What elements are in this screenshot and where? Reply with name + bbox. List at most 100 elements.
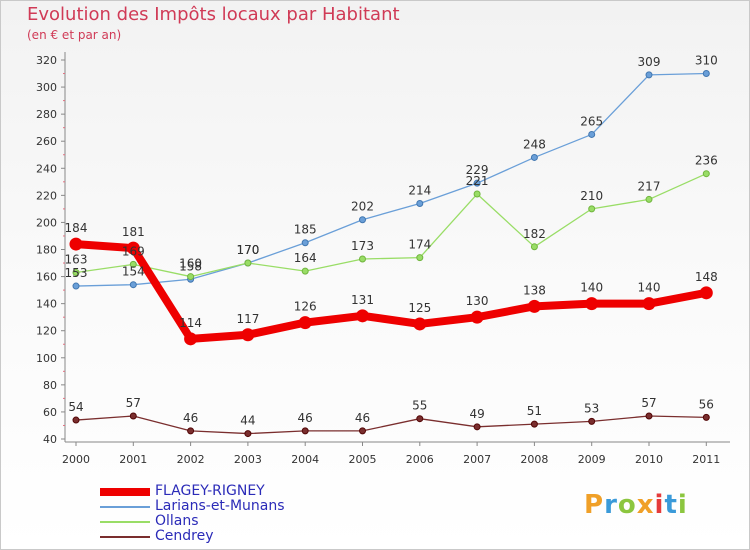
legend-swatch: [100, 536, 150, 538]
legend-swatch: [100, 488, 150, 496]
legend-swatch: [100, 521, 150, 523]
data-point: [699, 286, 713, 300]
x-tick-label: 2008: [520, 453, 548, 466]
data-point: [530, 243, 538, 251]
y-tick-label: 140: [36, 298, 57, 311]
data-label: 221: [466, 174, 489, 188]
data-point: [416, 254, 424, 262]
data-point: [530, 420, 538, 428]
data-label: 164: [294, 251, 317, 265]
legend-label: Cendrey: [155, 528, 214, 544]
y-tick-label: 120: [36, 325, 57, 338]
data-point: [301, 239, 309, 247]
y-tick-label: 300: [36, 81, 57, 94]
data-point: [359, 216, 366, 224]
data-label: 310: [695, 54, 718, 68]
data-label: 174: [408, 238, 431, 252]
data-label: 202: [351, 200, 374, 214]
x-tick-label: 2002: [177, 453, 205, 466]
x-tick-label: 2011: [692, 453, 720, 466]
data-label: 185: [294, 223, 317, 237]
data-point: [588, 205, 596, 213]
legend-label: FLAGEY-RIGNEY: [155, 483, 265, 499]
data-label: 210: [580, 189, 603, 203]
data-label: 117: [236, 312, 259, 326]
data-point: [244, 430, 252, 438]
y-tick-label: 60: [43, 406, 57, 419]
data-point: [645, 71, 653, 79]
x-tick-label: 2003: [234, 453, 262, 466]
data-label: 182: [523, 227, 546, 241]
chart-title: Evolution des Impôts locaux par Habitant: [27, 4, 400, 25]
data-label: 184: [65, 221, 88, 235]
y-tick-label: 160: [36, 271, 57, 284]
data-label: 131: [351, 293, 374, 307]
data-label: 153: [65, 266, 88, 280]
data-label: 125: [408, 301, 431, 315]
data-label: 46: [298, 411, 313, 425]
logo-letter: t: [664, 490, 678, 520]
data-label: 229: [466, 163, 489, 177]
data-label: 49: [469, 407, 484, 421]
data-label: 56: [699, 397, 714, 411]
data-label: 217: [638, 179, 661, 193]
y-tick-label: 260: [36, 135, 57, 148]
data-point: [416, 199, 424, 207]
data-point: [126, 241, 140, 255]
data-label: 44: [240, 414, 255, 428]
series-line-larians-et-munans: [75, 72, 707, 287]
y-tick-label: 220: [36, 189, 57, 202]
data-point: [184, 332, 198, 346]
data-point: [129, 412, 137, 420]
logo-letter: o: [617, 490, 637, 520]
y-tick-label: 320: [36, 54, 57, 67]
data-point: [129, 260, 137, 268]
data-label: 114: [179, 316, 202, 330]
data-point: [416, 415, 424, 423]
data-label: 154: [122, 265, 145, 279]
data-label: 236: [695, 154, 718, 168]
y-tick-label: 280: [36, 108, 57, 121]
data-label: 138: [523, 283, 546, 297]
x-tick-label: 2010: [635, 453, 663, 466]
data-label: 57: [126, 396, 141, 410]
chart-subtitle: (en € et par an): [27, 28, 122, 42]
data-label: 170: [236, 243, 259, 257]
proxiti-logo: Proxiti: [584, 490, 688, 520]
x-tick-label: 2001: [119, 453, 147, 466]
data-point: [72, 416, 80, 424]
series-line-flagey-rigney: [72, 240, 711, 343]
data-point: [588, 417, 596, 425]
data-point: [642, 297, 656, 311]
data-point: [585, 297, 599, 311]
data-point: [359, 255, 366, 263]
data-label: 126: [294, 300, 317, 314]
data-point: [301, 267, 309, 275]
data-label: 130: [466, 294, 489, 308]
data-label: 148: [695, 270, 718, 284]
data-label: 55: [412, 399, 427, 413]
data-point: [244, 259, 252, 267]
data-point: [702, 70, 710, 78]
data-point: [301, 427, 309, 435]
x-tick-label: 2000: [62, 453, 90, 466]
data-point: [359, 427, 366, 435]
y-tick-label: 40: [43, 433, 57, 446]
data-label: 309: [638, 55, 661, 69]
data-point: [72, 282, 80, 290]
series-line-ollans: [75, 173, 707, 278]
y-tick-label: 240: [36, 162, 57, 175]
data-point: [473, 179, 481, 187]
data-label: 181: [122, 225, 145, 239]
legend-label: Ollans: [155, 513, 199, 529]
logo-letter: i: [654, 490, 665, 520]
data-point: [241, 328, 255, 342]
data-point: [530, 153, 538, 161]
y-tick-label: 200: [36, 216, 57, 229]
data-point: [298, 316, 312, 330]
data-point: [473, 190, 481, 198]
data-label: 140: [638, 281, 661, 295]
y-tick-label: 180: [36, 244, 57, 257]
data-label: 140: [580, 281, 603, 295]
data-point: [187, 273, 195, 281]
